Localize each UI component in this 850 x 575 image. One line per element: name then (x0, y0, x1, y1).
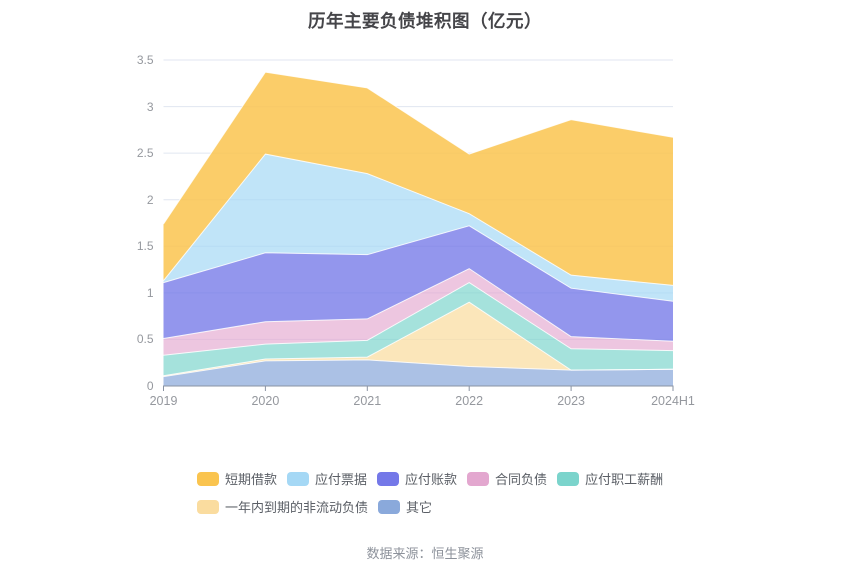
chart-title: 历年主要负债堆积图（亿元） (308, 11, 542, 31)
legend-label: 合同负债 (495, 472, 548, 487)
y-tick-label: 3 (146, 99, 154, 114)
x-tick-label: 2022 (455, 394, 484, 408)
legend-swatch-icon (377, 471, 400, 486)
legend-item-7[interactable]: 其它 (378, 497, 432, 516)
legend-label: 应付职工薪酬 (585, 472, 664, 487)
data-source-label: 数据来源：恒生聚源 (366, 546, 484, 561)
legend-swatch-icon (467, 471, 490, 486)
legend-label: 一年内到期的非流动负债 (225, 500, 369, 515)
x-tick-label: 2020 (251, 394, 280, 408)
x-tick-label: 2019 (149, 394, 178, 408)
legend-swatch-icon (557, 471, 580, 486)
legend-item-1[interactable]: 短期借款 (197, 469, 277, 488)
y-tick-label: 0 (146, 379, 154, 393)
legend-swatch-icon (287, 471, 310, 486)
x-tick-label: 2024H1 (651, 394, 695, 408)
x-tick-label: 2023 (557, 394, 585, 408)
y-tick-label: 1 (146, 285, 154, 300)
legend-label: 其它 (406, 500, 433, 515)
legend-label: 短期借款 (225, 472, 278, 487)
legend-item-2[interactable]: 应付票据 (287, 469, 367, 488)
x-tick-label: 2021 (353, 394, 382, 408)
y-tick-label: 2.5 (136, 146, 154, 161)
y-tick-label: 1.5 (136, 239, 154, 254)
chart-legend: 短期借款 应付票据 应付账款 合同负债 应付职工薪酬一年内到期的非流动负债 其它 (197, 469, 683, 516)
y-tick-label: 2 (146, 192, 154, 207)
legend-swatch-icon (197, 471, 219, 486)
legend-swatch-icon (197, 499, 219, 514)
legend-item-3[interactable]: 应付账款 (377, 469, 457, 488)
y-tick-label: 0.5 (136, 332, 154, 347)
legend-swatch-icon (378, 499, 401, 514)
legend-label: 应付账款 (405, 472, 458, 487)
y-tick-label: 3.5 (136, 53, 154, 67)
legend-label: 应付票据 (315, 472, 368, 487)
legend-item-6[interactable]: 一年内到期的非流动负债 (197, 497, 368, 516)
legend-item-5[interactable]: 应付职工薪酬 (557, 469, 663, 488)
legend-item-4[interactable]: 合同负债 (467, 469, 547, 488)
